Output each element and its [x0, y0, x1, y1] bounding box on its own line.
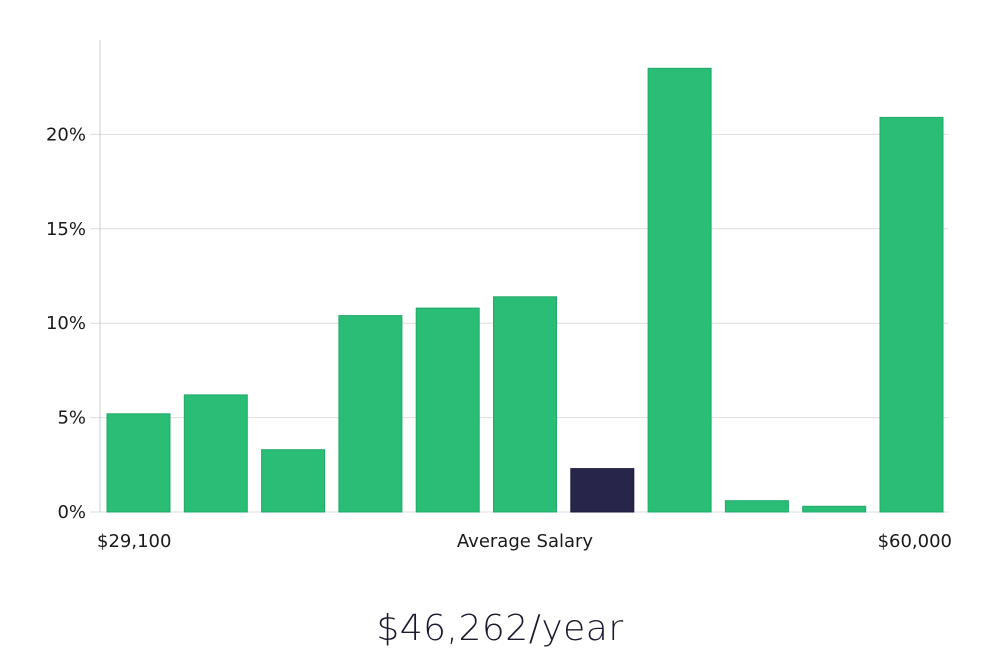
x-max-label: $60,000	[878, 531, 952, 552]
bar	[183, 394, 248, 513]
x-center-label: Average Salary	[457, 531, 594, 552]
y-tick-label: 0%	[57, 502, 86, 523]
bar	[879, 116, 944, 513]
y-tick-labels: 0% 5% 10% 15% 20%	[46, 124, 86, 523]
bar	[415, 307, 480, 513]
bar-highlight-average	[570, 468, 635, 513]
bar	[338, 315, 403, 513]
bar	[106, 413, 171, 513]
y-tick-label: 15%	[46, 219, 86, 240]
x-min-label: $29,100	[97, 531, 171, 552]
average-salary-value: $46,262/year	[376, 608, 624, 649]
y-tick-label: 10%	[46, 313, 86, 334]
y-tick-label: 20%	[46, 124, 86, 145]
bar	[261, 449, 326, 513]
bar	[493, 296, 557, 513]
bar	[802, 505, 867, 513]
bars-layer	[106, 67, 944, 513]
bar	[724, 500, 789, 513]
bar	[647, 67, 712, 513]
y-tick-label: 5%	[57, 408, 86, 429]
